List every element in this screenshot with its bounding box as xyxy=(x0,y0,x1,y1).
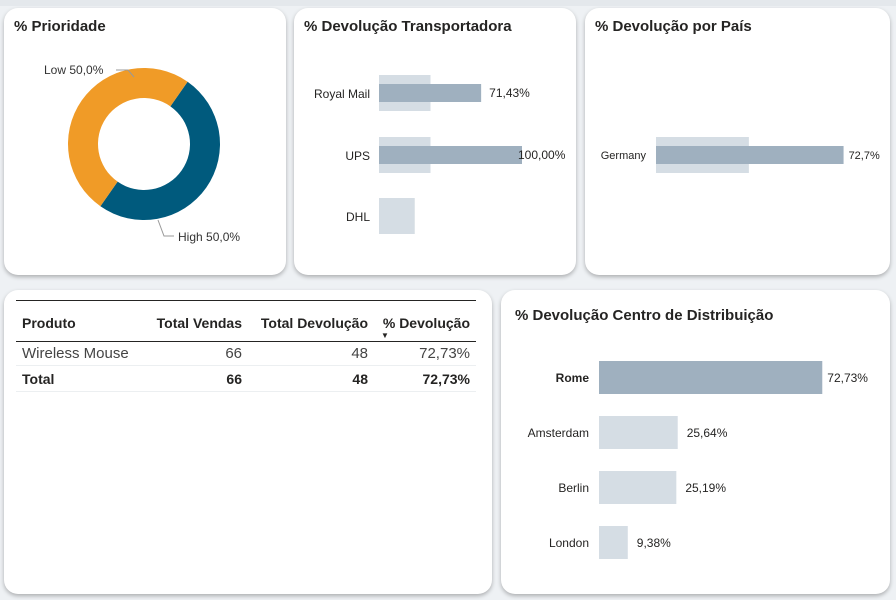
priority-title: % Prioridade xyxy=(14,18,106,35)
cell-vendas: 66 xyxy=(225,345,242,362)
country-value-label-0: 72,7% xyxy=(849,150,880,162)
cell-produto: Wireless Mouse xyxy=(22,345,129,362)
carrier-category-label-2: DHL xyxy=(346,210,370,224)
dc-value-label-3: 9,38% xyxy=(637,536,671,550)
dc-bar-3[interactable] xyxy=(599,526,628,559)
dc-category-label-2: Berlin xyxy=(558,481,589,495)
total-label: Total xyxy=(22,370,55,387)
dc-bar-1[interactable] xyxy=(599,416,678,449)
carrier-value-label-1: 100,00% xyxy=(518,148,566,162)
product-table[interactable]: Produto Total Vendas Total Devolução % D… xyxy=(16,300,476,392)
table-header-row: Produto Total Vendas Total Devolução % D… xyxy=(16,300,476,342)
donut-label-high: High 50,0% xyxy=(178,230,240,244)
total-vendas: 66 xyxy=(226,370,242,387)
dc-bar-chart[interactable]: 72,73% Rome 25,64% Amsterdam 25,19% Berlin 9,3… xyxy=(501,290,890,594)
dc-bar-0[interactable] xyxy=(599,361,823,394)
low-leader-line xyxy=(116,69,135,78)
priority-donut-chart[interactable]: Low 50,0% High 50,0% xyxy=(4,8,286,275)
carrier-bar-1[interactable] xyxy=(379,146,522,164)
header-total-vendas[interactable]: Total Vendas xyxy=(144,300,248,342)
country-category-label-0: Germany xyxy=(601,150,647,162)
header-total-devolucao[interactable]: Total Devolução xyxy=(248,300,374,342)
dc-value-label-0: 72,73% xyxy=(827,371,868,385)
sort-desc-icon: ▼ xyxy=(381,331,389,340)
dc-card[interactable]: % Devolução Centro de Distribuição 72,73… xyxy=(501,290,890,594)
product-table-card[interactable]: Produto Total Vendas Total Devolução % D… xyxy=(4,290,492,594)
header-pct-devolucao[interactable]: % Devolução ▼ xyxy=(374,300,476,342)
carrier-bar-0[interactable] xyxy=(379,84,482,102)
donut-slice-low[interactable] xyxy=(68,68,188,207)
table-total-row: Total 66 48 72,73% xyxy=(16,366,476,392)
total-pct: 72,73% xyxy=(422,370,470,387)
dc-category-label-1: Amsterdam xyxy=(528,426,589,440)
dc-bar-2[interactable] xyxy=(599,471,677,504)
country-card[interactable]: % Devolução por País 72,7% Germany xyxy=(585,8,890,275)
cell-pct: 72,73% xyxy=(419,345,470,362)
dc-value-label-1: 25,64% xyxy=(687,426,728,440)
dc-category-label-0: Rome xyxy=(556,371,590,385)
total-devolucao: 48 xyxy=(352,370,368,387)
carrier-card[interactable]: % Devolução Transportadora 71,43% Royal M… xyxy=(294,8,576,275)
carrier-category-label-1: UPS xyxy=(345,149,370,163)
carrier-bar-chart[interactable]: 71,43% Royal Mail 100,00% UPS DHL xyxy=(294,8,576,275)
carrier-value-label-0: 71,43% xyxy=(489,86,530,100)
high-leader-line xyxy=(157,219,174,237)
country-title: % Devolução por País xyxy=(595,18,752,35)
donut-slice-high[interactable] xyxy=(100,81,221,220)
carrier-title: % Devolução Transportadora xyxy=(304,18,512,35)
dc-title: % Devolução Centro de Distribuição xyxy=(515,307,774,324)
dc-category-label-3: London xyxy=(549,536,589,550)
donut-label-low: Low 50,0% xyxy=(44,63,104,77)
cell-devolucao: 48 xyxy=(351,345,368,362)
table-row[interactable]: Wireless Mouse 66 48 72,73% xyxy=(16,342,476,366)
dc-value-label-2: 25,19% xyxy=(685,481,726,495)
carrier-bar-bg-2[interactable] xyxy=(379,198,415,234)
header-produto[interactable]: Produto xyxy=(16,300,144,342)
carrier-category-label-0: Royal Mail xyxy=(314,87,370,101)
country-bar-chart[interactable]: 72,7% Germany xyxy=(585,8,890,275)
priority-card[interactable]: % Prioridade Low 50,0% High 50,0% xyxy=(4,8,286,275)
top-strip xyxy=(0,0,896,6)
country-bar-0[interactable] xyxy=(656,146,844,164)
header-pct-devolucao-label: % Devolução xyxy=(382,315,470,331)
